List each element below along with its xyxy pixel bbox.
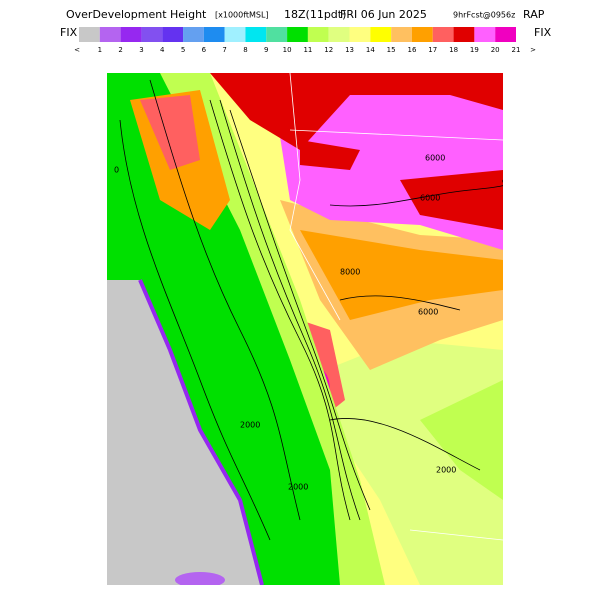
colorbar-label: 21 [512,46,521,54]
colorbar-label: 9 [264,46,268,54]
contour [119,119,271,541]
contour-label: 6000 [418,308,438,317]
colorbar-label: 1 [98,46,102,54]
colorbar-swatch [474,27,496,42]
coast-edge [138,279,264,585]
field [400,170,503,230]
colorbar-label: 7 [222,46,226,54]
state-border [289,73,341,321]
field [175,572,225,585]
map: 6000 6000 8000 6000 2000 2000 2000 0 [107,73,503,585]
colorbar-swatch [203,27,225,42]
colorbar-swatch [370,27,392,42]
contour-label: 2000 [288,483,308,492]
colorbar-label: 10 [283,46,292,54]
colorbar-label: > [530,46,536,54]
state-border [409,529,503,541]
contour [339,295,461,311]
model: RAP [523,8,545,21]
colorbar-swatch [287,27,308,42]
colorbar-swatch [224,27,246,42]
colorbar: <1 2 3 4 5 6 7 8 9 10 11 12 13 14 15 16 17 18 19 20 21 > [74,27,536,54]
colorbar-swatch [391,27,412,42]
forecast: 9hrFcst@0956z [453,11,515,20]
colorbar-label: 4 [160,46,165,54]
colorbar-swatch [495,27,516,42]
colorbar-swatch [99,27,121,42]
colorbar-label: 17 [428,46,437,54]
colorbar-swatch [79,27,100,42]
colorbar-label: 5 [181,46,185,54]
units: [x1000ftMSL] [215,11,269,20]
contour [329,179,503,207]
field [210,73,503,150]
contour-label: 6000 [420,194,440,203]
field [300,340,503,585]
colorbar-label: 3 [139,46,143,54]
colorbar-label: 19 [470,46,479,54]
contour-label: 2000 [240,421,260,430]
field [140,95,200,170]
colorbar-label: 8 [243,46,247,54]
colorbar-swatch [328,27,350,42]
contour-label: 2000 [436,466,456,475]
ocean [107,280,260,585]
colorbar-label: 16 [407,46,416,54]
colorbar-left-label: FIX [60,26,78,39]
colorbar-swatch [432,27,454,42]
field [300,140,360,170]
colorbar-swatch [307,27,329,42]
field [420,380,503,500]
colorbar-swatch [120,27,142,42]
colorbar-label: 11 [303,46,312,54]
colorbar-label: 2 [118,46,122,54]
contour-label: 6000 [425,154,445,163]
colorbar-swatch [162,27,184,42]
colorbar-swatch [183,27,204,42]
date: FRI 06 Jun 2025 [340,8,427,21]
colorbar-label: 13 [345,46,354,54]
contour [329,418,481,471]
colorbar-label: 12 [324,46,333,54]
contour [149,79,301,521]
colorbar-label: 20 [491,46,500,54]
contour [209,99,351,521]
contour-label: 0 [114,166,119,175]
title: OverDevelopment Height [66,8,207,21]
colorbar-swatch [453,27,475,42]
colorbar-label: 14 [366,46,375,54]
colorbar-label: 6 [202,46,207,54]
colorbar-swatch [266,27,288,42]
colorbar-label: < [74,46,80,54]
colorbar-swatch [411,27,433,42]
contour-label: 8000 [340,268,360,277]
contour [219,99,361,521]
colorbar-right-label: FIX [534,26,552,39]
colorbar-label: 18 [449,46,458,54]
state-border [289,129,503,141]
contour [229,109,371,511]
colorbar-swatch [141,27,163,42]
colorbar-label: 15 [387,46,396,54]
valid-time: 18Z(11pdt) [284,8,346,21]
colorbar-swatch [245,27,267,42]
colorbar-swatch [349,27,371,42]
